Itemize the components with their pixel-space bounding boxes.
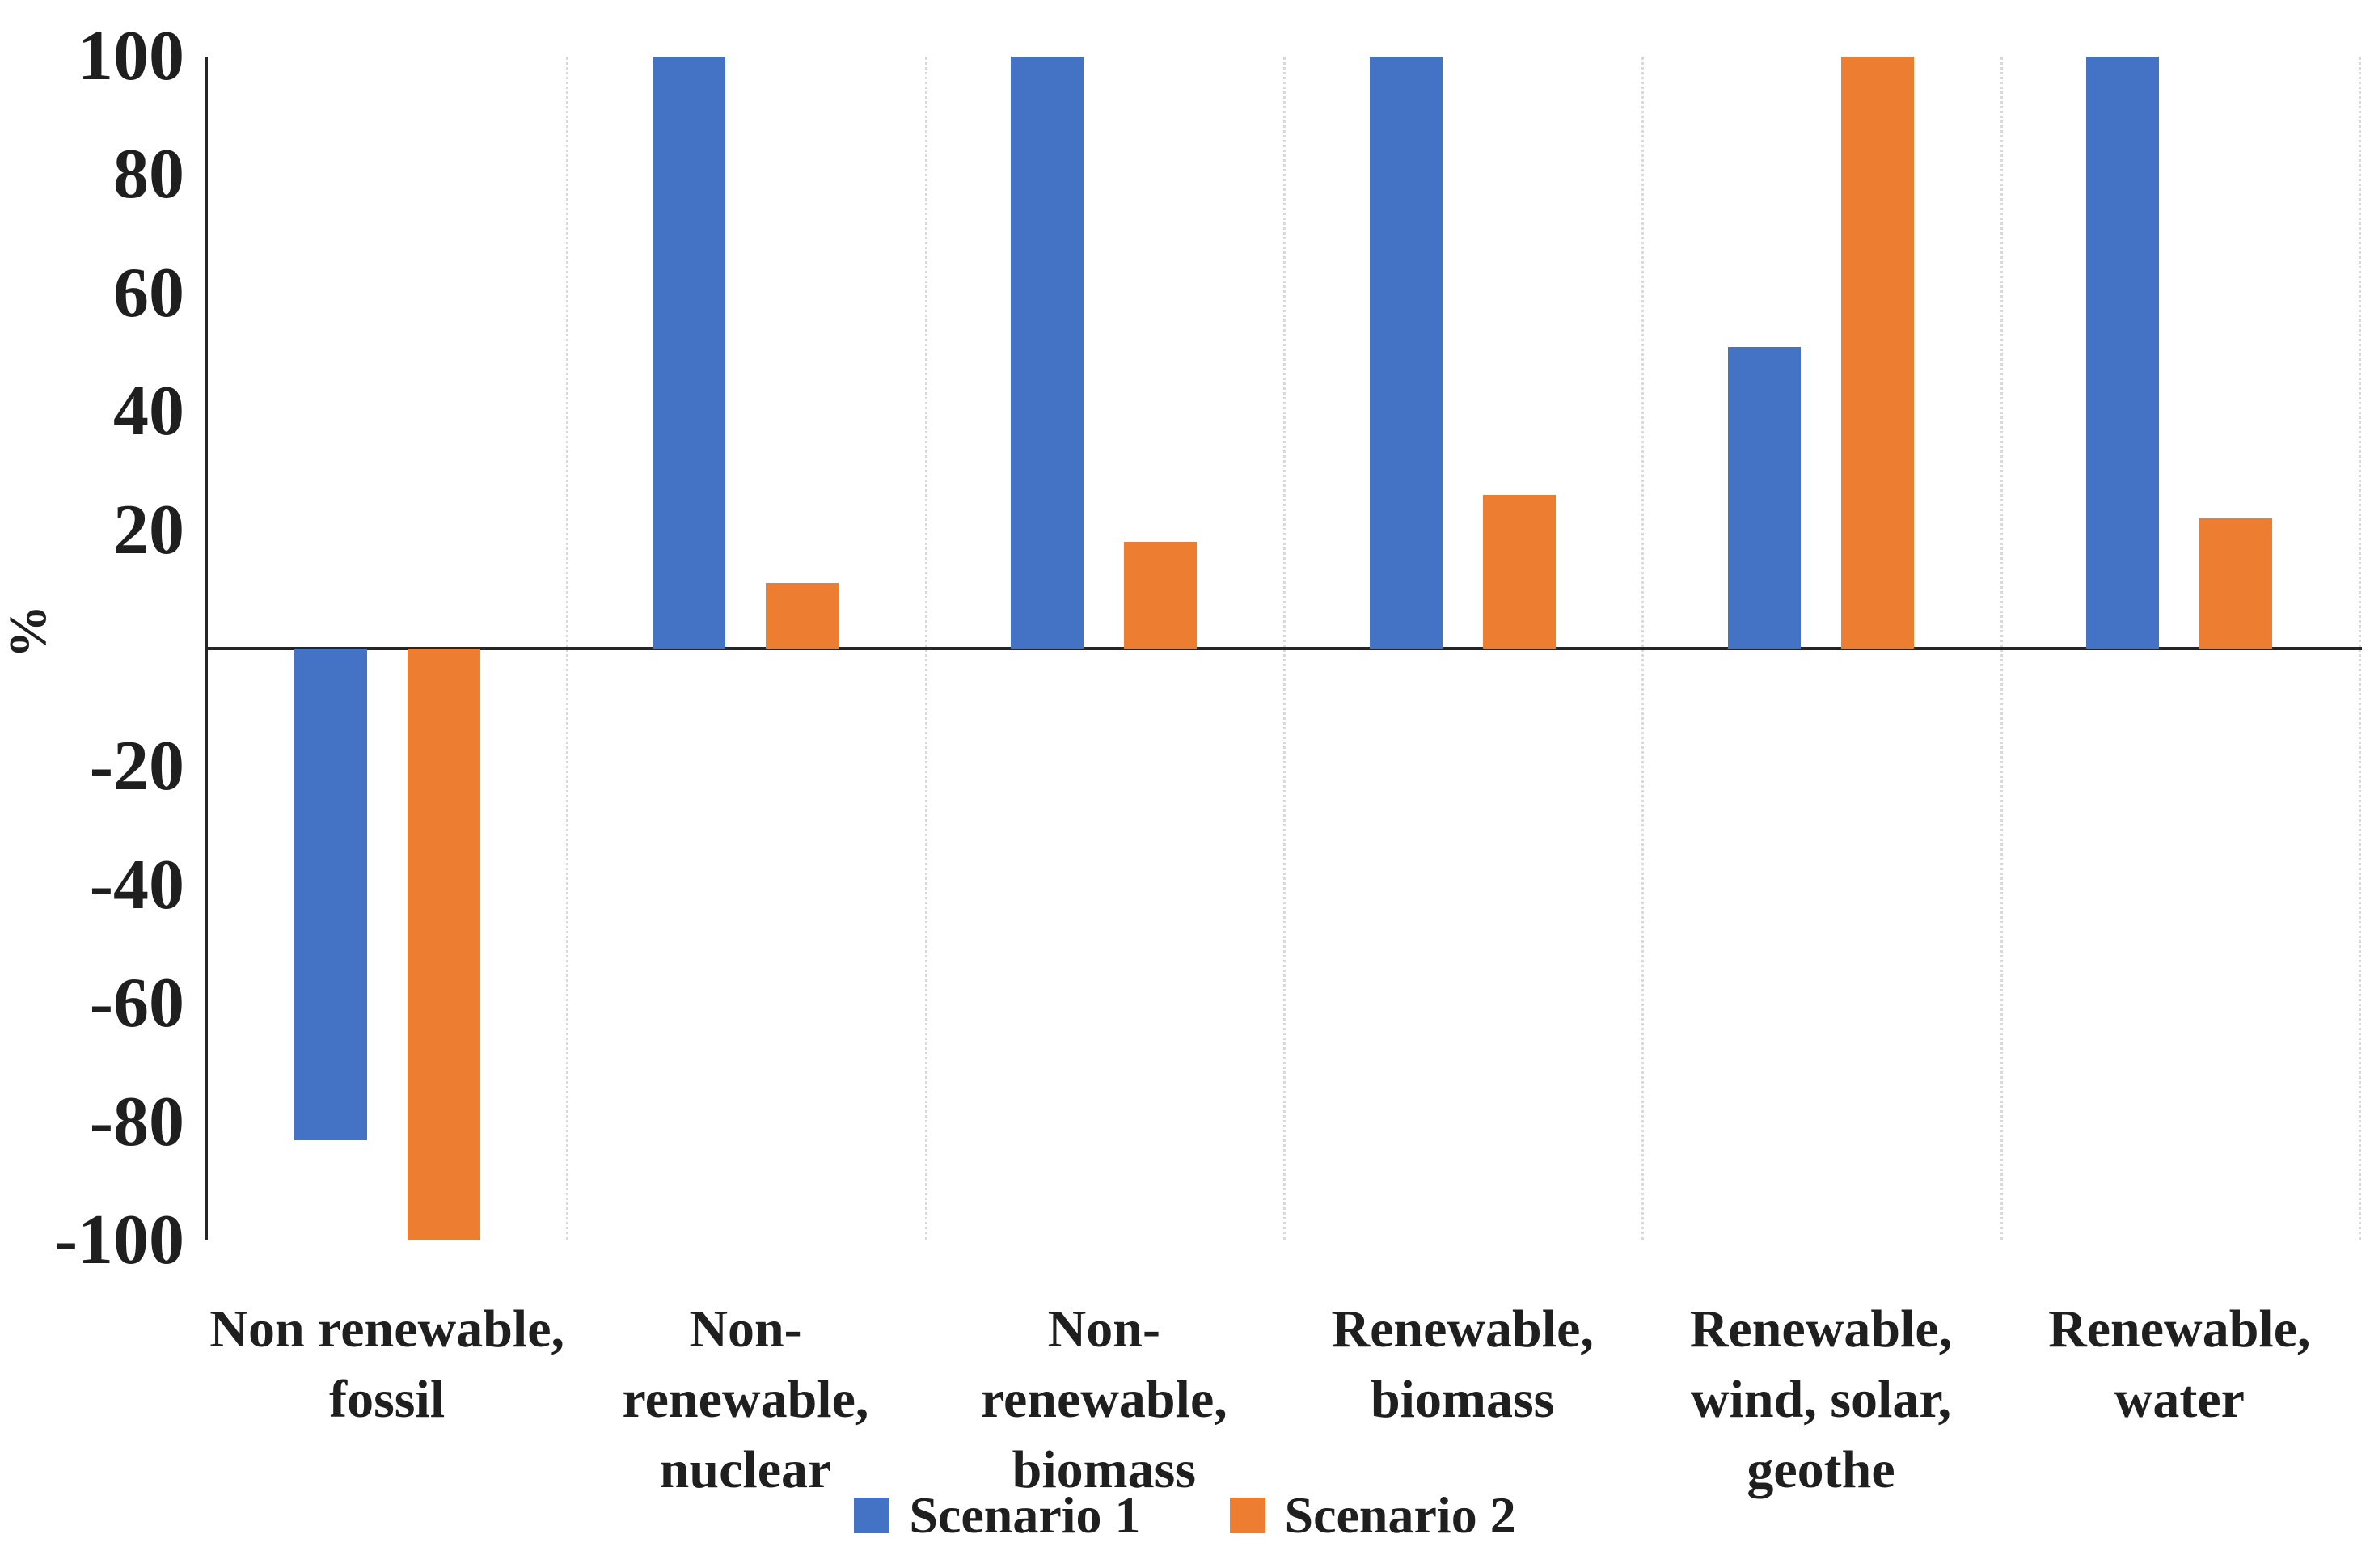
zero-baseline [205,647,2362,650]
bar-scenario-1-1 [653,57,725,649]
legend-swatch-scenario-1 [854,1498,890,1533]
bar-scenario-2-1 [766,583,839,649]
y-tick-label: -20 [89,727,184,806]
x-category-label-5: Renewable, water [2048,1300,2311,1430]
legend-item-scenario-2: Scenario 2 [1229,1486,1516,1544]
bar-scenario-1-2 [1011,57,1084,649]
y-tick-label: -100 [53,1201,184,1279]
bar-scenario-1-3 [1369,57,1443,649]
x-category-label-1: Non-renewable, nuclear [622,1300,869,1500]
y-tick-label: 100 [78,17,184,95]
legend: Scenario 1 Scenario 2 [0,1490,2370,1541]
legend-item-scenario-1: Scenario 1 [854,1486,1141,1544]
x-category-label-3: Renewable, biomass [1331,1300,1594,1430]
y-tick-label: 60 [113,253,184,332]
legend-label-scenario-2: Scenario 2 [1284,1486,1516,1544]
legend-swatch-scenario-2 [1229,1498,1265,1533]
bar-scenario-1-5 [2086,57,2160,649]
y-tick-label: 20 [113,490,184,569]
y-tick-label: -60 [89,964,184,1043]
bar-scenario-1-0 [294,649,367,1140]
y-tick-label: -80 [89,1082,184,1161]
x-category-label-0: Non renewable, fossil [209,1300,565,1430]
x-category-label-4: Renewable, wind, solar, geothe [1689,1300,1953,1500]
bar-scenario-2-3 [1482,494,1556,649]
bar-scenario-2-0 [407,649,480,1240]
y-tick-label: 80 [113,135,184,214]
bar-scenario-2-2 [1124,542,1198,649]
bar-scenario-2-4 [1841,57,1914,649]
bar-scenario-1-4 [1728,346,1801,649]
x-category-label-2: Non-renewable, biomass [980,1300,1227,1500]
bar-scenario-2-5 [2199,518,2273,649]
y-tick-label: 40 [113,372,184,451]
legend-label-scenario-1: Scenario 1 [909,1486,1141,1544]
y-tick-label: -40 [89,845,184,924]
